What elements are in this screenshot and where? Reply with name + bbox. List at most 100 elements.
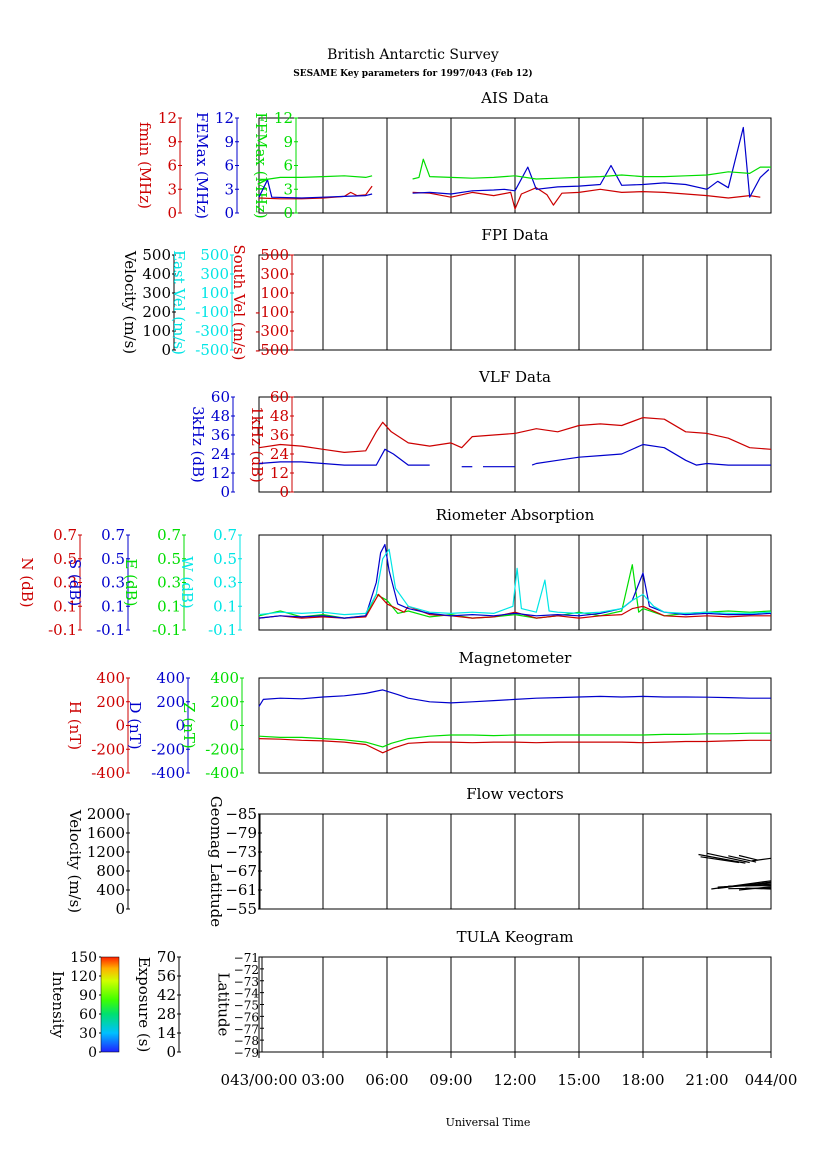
ais-y-axis-label: fmin (MHz) xyxy=(136,122,154,209)
colorbar-tick-label: 90 xyxy=(79,988,97,1004)
riometer-y-tick-label: 0.7 xyxy=(53,526,77,544)
ais-y-axis-label: FFMax (MHz) xyxy=(252,112,270,218)
colorbar-tick-label: 60 xyxy=(79,1007,97,1023)
ais-series-blue xyxy=(412,126,770,198)
riometer-y-tick-label: 0.5 xyxy=(53,550,77,568)
vlf-y-tick-label: 24 xyxy=(211,445,230,463)
fpi-y-axis-label: South Vel (m/s) xyxy=(230,244,248,360)
riometer-y-tick-label: 0.1 xyxy=(213,597,237,615)
flow-series-black xyxy=(700,856,740,864)
fpi-y-tick-label: 500 xyxy=(260,246,289,264)
riometer-y-axis-label: E (dB) xyxy=(122,558,140,606)
ais-series-green xyxy=(258,175,373,182)
ais-y-tick-label: 12 xyxy=(274,109,293,127)
ais-y-tick-label: 0 xyxy=(167,204,177,222)
fpi-y-tick-label: 400 xyxy=(142,265,171,283)
magnetometer-y-tick-label: 200 xyxy=(96,693,125,711)
fpi-y-tick-label: 300 xyxy=(200,265,229,283)
keogram-y-tick-label: −78 xyxy=(234,1034,259,1048)
magnetometer-y-tick-label: -400 xyxy=(151,764,185,782)
vlf-y-tick-label: 60 xyxy=(270,388,289,406)
vlf-y-tick-label: 48 xyxy=(211,407,230,425)
ais-y-tick-label: 9 xyxy=(283,133,293,151)
keogram-y-tick-label: −73 xyxy=(234,975,259,989)
riometer-y-tick-label: 0.5 xyxy=(213,550,237,568)
fpi-y-axis-label: Velocity (m/s) xyxy=(121,250,139,354)
fpi-y-tick-label: 500 xyxy=(200,246,229,264)
flow-y-tick-label: −55 xyxy=(225,900,257,918)
riometer-y-axis: -0.1 0.1 0.3 0.5 0.7 S (dB) xyxy=(66,526,130,639)
magnetometer-panel: Magnetometer -400 -200 0 200 400 H (nT) -400 -20… xyxy=(66,649,772,782)
magnetometer-y-tick-label: 0 xyxy=(229,717,239,735)
time-tick-label: 15:00 xyxy=(557,1071,600,1089)
ais-y-tick-label: 6 xyxy=(224,157,234,175)
time-tick-label: 044/00 xyxy=(745,1071,798,1089)
flow-series-black xyxy=(698,853,746,864)
flow-y-axis-label: Velocity (m/s) xyxy=(66,809,84,913)
vlf-y-tick-label: 36 xyxy=(270,426,289,444)
keogram-y-tick-label: 14 xyxy=(157,1024,176,1042)
keogram-y-tick-label: −79 xyxy=(234,1046,259,1060)
figure-subtitle: SESAME Key parameters for 1997/043 (Feb … xyxy=(293,68,532,79)
riometer-y-axis: -0.1 0.1 0.3 0.5 0.7 E (dB) xyxy=(122,526,186,639)
ais-series-red xyxy=(412,187,761,210)
flow-y-tick-label: −73 xyxy=(225,843,257,861)
riometer-y-tick-label: 0.3 xyxy=(213,574,237,592)
ais-y-tick-label: 9 xyxy=(224,133,234,151)
flow-y-tick-label: −67 xyxy=(225,862,257,880)
riometer-title: Riometer Absorption xyxy=(436,506,595,524)
magnetometer-y-tick-label: 200 xyxy=(210,693,239,711)
ais-y-tick-label: 6 xyxy=(283,157,293,175)
magnetometer-y-tick-label: 400 xyxy=(96,669,125,687)
magnetometer-series-red xyxy=(258,738,771,754)
x-axis-label: Universal Time xyxy=(446,1116,531,1129)
intensity-colorbar xyxy=(100,956,120,1053)
riometer-y-axis-label: W (dB) xyxy=(178,556,196,609)
riometer-y-tick-label: 0.7 xyxy=(213,526,237,544)
time-tick-label: 21:00 xyxy=(685,1071,728,1089)
time-tick-label: 12:00 xyxy=(493,1071,536,1089)
magnetometer-title: Magnetometer xyxy=(459,649,573,667)
fpi-title: FPI Data xyxy=(481,226,548,244)
flow-series-black xyxy=(745,887,772,890)
magnetometer-y-tick-label: -200 xyxy=(91,740,125,758)
ais-y-tick-label: 0 xyxy=(283,204,293,222)
keogram-y-tick-label: −72 xyxy=(234,963,259,977)
time-tick-label: 043/00:00 xyxy=(221,1071,298,1089)
vlf-series-blue xyxy=(258,448,430,466)
ais-y-tick-label: 12 xyxy=(158,109,177,127)
keogram-y-axis-label: Latitude xyxy=(214,973,232,1037)
riometer-y-tick-label: -0.1 xyxy=(48,621,77,639)
ais-y-tick-label: 0 xyxy=(224,204,234,222)
colorbar-label: Intensity xyxy=(49,971,67,1039)
ais-y-tick-label: 9 xyxy=(167,133,177,151)
keogram-y-tick-label: 56 xyxy=(157,967,176,985)
riometer-y-tick-label: 0.7 xyxy=(157,526,181,544)
magnetometer-y-tick-label: 0 xyxy=(175,717,185,735)
riometer-y-tick-label: 0.7 xyxy=(101,526,125,544)
flow-y-tick-label: −61 xyxy=(225,881,257,899)
ais-series-blue xyxy=(258,179,373,199)
ais-y-tick-label: 3 xyxy=(167,180,177,198)
riometer-series-cyan xyxy=(258,548,772,616)
keogram-y-tick-label: 42 xyxy=(157,986,176,1004)
vlf-y-tick-label: 36 xyxy=(211,426,230,444)
riometer-y-axis: -0.1 0.1 0.3 0.5 0.7 W (dB) xyxy=(178,526,242,639)
vlf-y-tick-label: 12 xyxy=(211,464,230,482)
fpi-y-tick-label: -300 xyxy=(195,322,229,340)
ais-y-tick-label: 12 xyxy=(215,109,234,127)
flow-series-black xyxy=(706,852,750,864)
riometer-y-tick-label: 0.1 xyxy=(53,597,77,615)
keogram-y-tick-label: −76 xyxy=(234,1010,259,1024)
colorbar-tick-label: 30 xyxy=(79,1026,97,1042)
vlf-y-tick-label: 12 xyxy=(270,464,289,482)
fpi-y-tick-label: -100 xyxy=(255,303,289,321)
time-tick-label: 03:00 xyxy=(301,1071,344,1089)
riometer-y-axis-label: S (dB) xyxy=(66,559,84,606)
